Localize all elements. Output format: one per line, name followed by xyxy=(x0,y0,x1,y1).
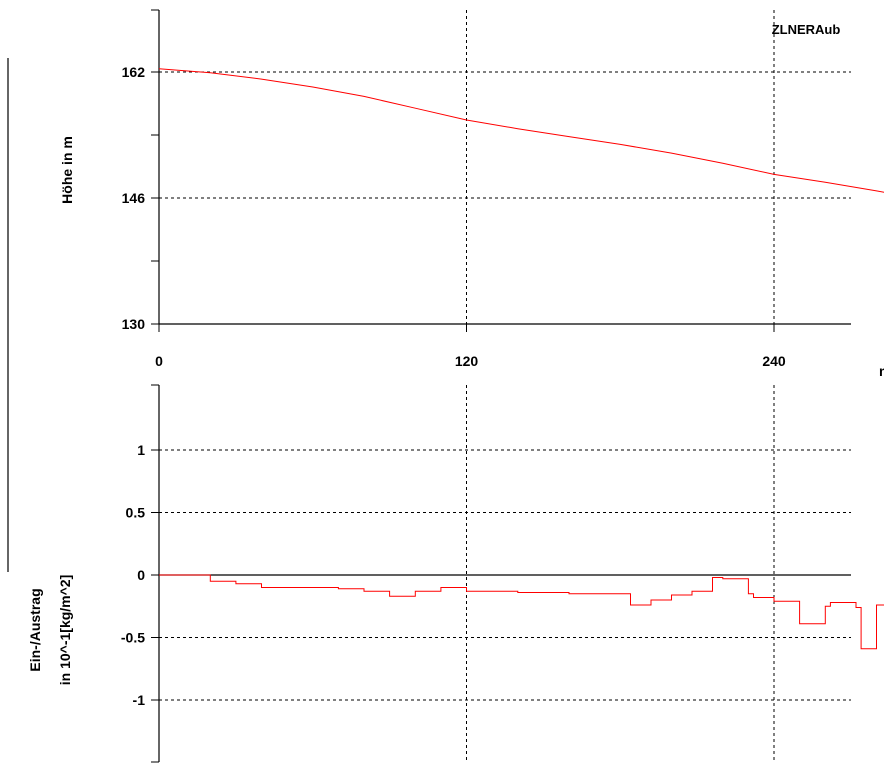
top-grid xyxy=(159,10,851,324)
chart-title: ZLNERAub xyxy=(772,22,841,37)
top-y-axis-label: Höhe in m xyxy=(59,136,75,204)
bottom-ytick-label--0.5: -0.5 xyxy=(121,630,145,646)
top-ytick-label-130: 130 xyxy=(122,316,146,332)
bottom-tick-labels: -1 -0.5 0 0.5 1 xyxy=(121,442,145,708)
top-ytick-label-146: 146 xyxy=(122,190,146,206)
x-tick-label-120: 120 xyxy=(455,353,479,369)
bottom-y-axis-label-line1: Ein-/Austrag xyxy=(27,588,43,671)
elevation-series-line xyxy=(158,68,884,193)
bottom-axes xyxy=(151,384,851,763)
x-tick-label-0: 0 xyxy=(155,353,163,369)
top-plot: 1301461620120240360480 ZLNERAub Höhe in … xyxy=(59,9,884,379)
top-ytick-label-162: 162 xyxy=(122,64,146,80)
top-axes xyxy=(151,9,851,332)
bottom-ytick-label-0: 0 xyxy=(137,567,145,583)
bottom-y-axis-label-line2: in 10^-1[kg/m^2] xyxy=(57,575,73,686)
bottom-ytick-label-1: 1 xyxy=(137,442,145,458)
bottom-grid xyxy=(159,385,851,762)
top-tick-labels: 1301461620120240360480 xyxy=(122,64,786,369)
bottom-ytick-label-0.5: 0.5 xyxy=(126,505,146,521)
bottom-ytick-label--1: -1 xyxy=(133,692,146,708)
x-tick-label-240: 240 xyxy=(762,353,786,369)
ein-austrag-step-line xyxy=(159,574,884,650)
x-axis-unit-label: m xyxy=(879,363,884,379)
bottom-plot: -1 -0.5 0 0.5 1 Ein-/Austrag in 10^-1[kg/m^2… xyxy=(27,384,884,763)
